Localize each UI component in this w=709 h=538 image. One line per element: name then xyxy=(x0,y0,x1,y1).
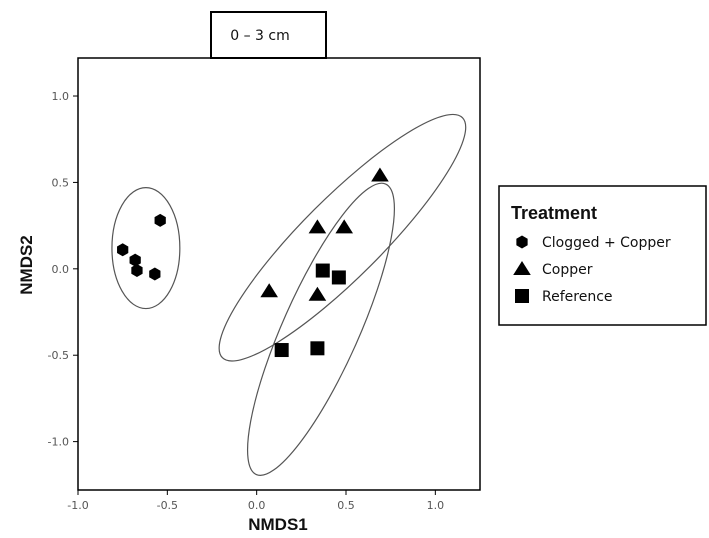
legend-marker-circle xyxy=(516,235,528,249)
legend: Treatment Clogged + Copper Copper Referenc… xyxy=(498,185,707,326)
y-tick-label: 0.0 xyxy=(52,263,70,276)
legend-title: Treatment xyxy=(511,203,597,223)
y-axis-ticks: 1.0 0.5 0.0 -0.5 -1.0 xyxy=(48,90,78,449)
x-tick-label: 1.0 xyxy=(427,499,445,512)
legend-box xyxy=(498,185,707,326)
x-tick-label: -1.0 xyxy=(67,499,88,512)
y-tick-label: -0.5 xyxy=(48,349,69,362)
confidence-ellipses xyxy=(111,113,467,476)
point-triangle-3 xyxy=(335,219,354,234)
x-axis-ticks: -1.0 -0.5 0.0 0.5 1.0 xyxy=(67,490,444,512)
ellipse-0 xyxy=(111,187,181,310)
data-points xyxy=(117,167,389,358)
x-tick-label: 0.5 xyxy=(337,499,355,512)
point-circle-1 xyxy=(129,253,141,267)
point-triangle-1 xyxy=(308,286,327,301)
legend-items: Clogged + Copper Copper Reference xyxy=(513,235,671,305)
point-square-3 xyxy=(331,270,346,285)
y-tick-label: 1.0 xyxy=(52,90,70,103)
point-triangle-2 xyxy=(308,219,327,234)
point-square-0 xyxy=(274,343,289,358)
panel-label: 0 – 3 cm xyxy=(210,11,327,59)
legend-entry-label: Copper xyxy=(542,262,593,278)
x-tick-label: 0.0 xyxy=(248,499,266,512)
legend-marker-square xyxy=(515,289,529,303)
x-tick-label: -0.5 xyxy=(157,499,178,512)
point-circle-3 xyxy=(149,267,161,281)
x-axis-title: NMDS1 xyxy=(248,515,308,534)
point-circle-2 xyxy=(131,264,143,278)
y-tick-label: -1.0 xyxy=(48,436,69,449)
plot-frame xyxy=(77,57,481,491)
point-square-2 xyxy=(315,263,330,278)
y-tick-label: 0.5 xyxy=(52,176,70,189)
legend-entry-label: Clogged + Copper xyxy=(542,235,671,251)
ellipse-2 xyxy=(246,182,395,476)
panel-label-box xyxy=(210,11,327,59)
legend-entry-label: Reference xyxy=(542,289,613,305)
point-triangle-0 xyxy=(260,283,278,298)
ellipse-1 xyxy=(218,113,467,362)
point-circle-4 xyxy=(154,213,166,227)
legend-marker-triangle xyxy=(513,261,531,275)
panel-label-text: 0 – 3 cm xyxy=(230,28,290,44)
point-circle-0 xyxy=(117,243,129,257)
y-axis-title: NMDS2 xyxy=(17,235,36,295)
point-triangle-4 xyxy=(371,167,389,182)
point-square-1 xyxy=(310,341,325,356)
